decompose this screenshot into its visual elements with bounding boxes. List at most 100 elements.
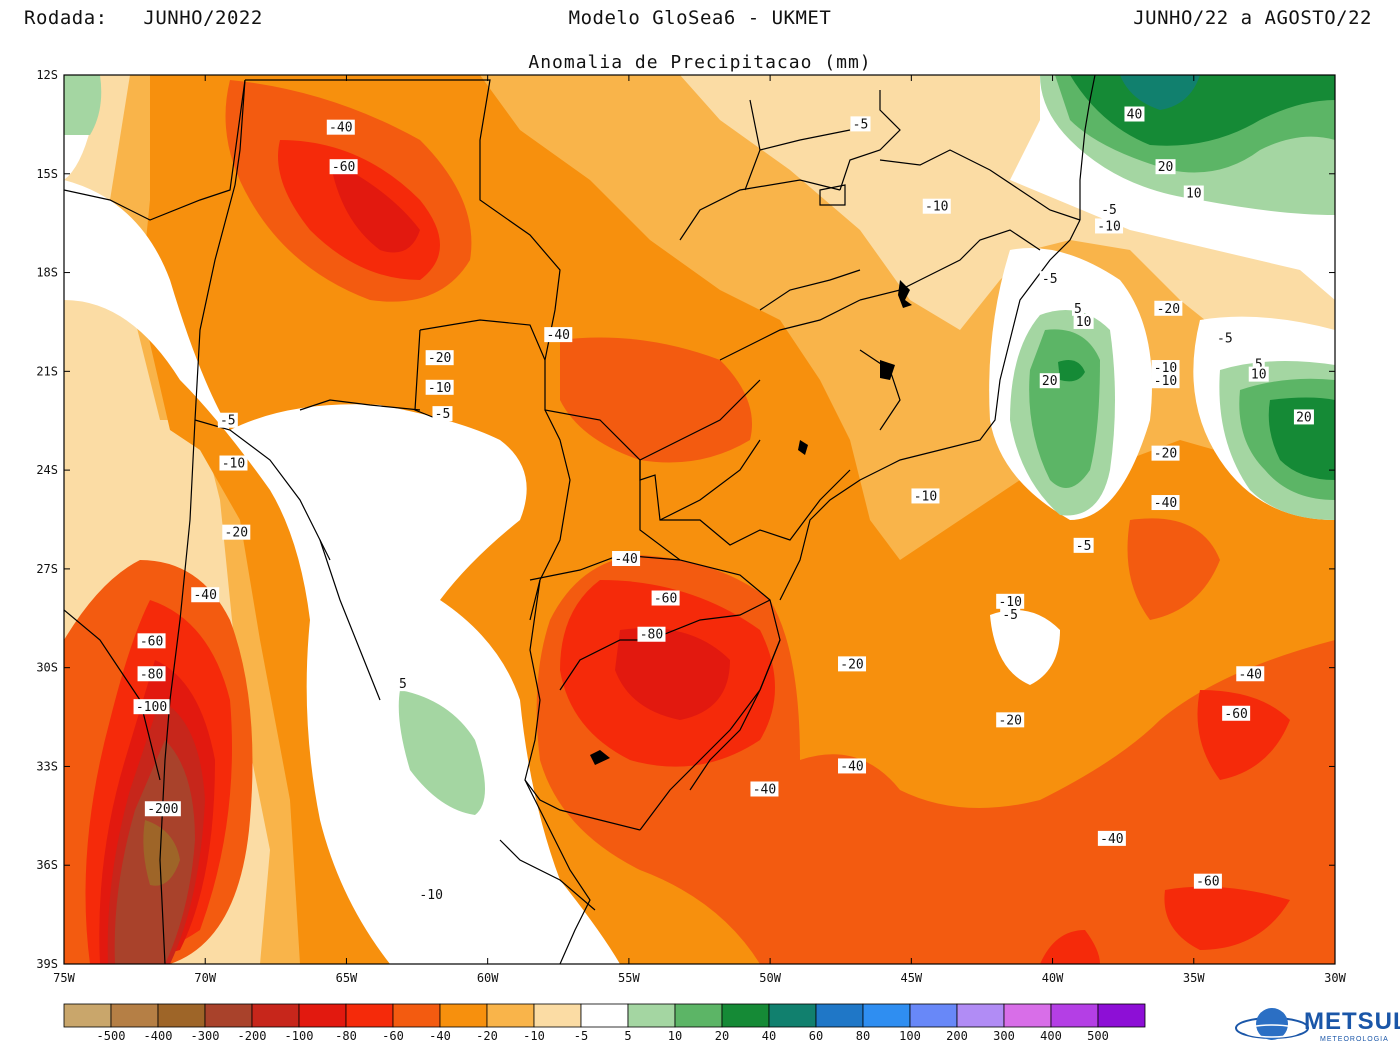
- contour-label: -10: [1095, 218, 1124, 234]
- contour-label: -60: [1193, 873, 1222, 890]
- contour-label: -40: [838, 758, 867, 774]
- colorbar-label: -10: [523, 1029, 545, 1043]
- svg-text:-60: -60: [332, 160, 355, 175]
- svg-text:-10: -10: [419, 888, 442, 903]
- svg-text:-40: -40: [547, 328, 570, 343]
- svg-text:-40: -40: [1100, 832, 1123, 847]
- svg-text:-5: -5: [1076, 539, 1092, 554]
- contour-label: 20: [1293, 409, 1314, 425]
- political-boundaries: [64, 75, 1096, 964]
- lake-features: [590, 280, 912, 765]
- lat-tick-label: 18S: [36, 266, 58, 280]
- contour-label: -60: [651, 590, 680, 607]
- contour-label: -20: [1151, 445, 1180, 462]
- svg-text:-40: -40: [193, 588, 216, 603]
- metsul-logo-text: METSUL: [1304, 1008, 1400, 1035]
- contour-label: 20: [1039, 373, 1060, 389]
- colorbar-label: -500: [97, 1029, 126, 1043]
- colorbar-swatch: [862, 1003, 911, 1028]
- colorbar-swatch: [110, 1003, 159, 1028]
- colorbar-label: 60: [809, 1029, 823, 1043]
- contour-label: -40: [544, 327, 573, 343]
- svg-text:-10: -10: [428, 381, 451, 396]
- lat-tick-label: 21S: [36, 364, 58, 378]
- contour-label: -80: [137, 666, 166, 682]
- contour-label: -10: [1151, 360, 1180, 376]
- svg-text:-20: -20: [1154, 447, 1177, 462]
- contour-label: -40: [750, 781, 779, 797]
- contour-label: -40: [191, 587, 220, 603]
- lon-tick-label: 60W: [477, 971, 499, 985]
- svg-text:-5: -5: [1101, 203, 1117, 218]
- lon-tick-label: 45W: [900, 971, 922, 985]
- colorbar-label: 100: [899, 1029, 921, 1043]
- svg-text:-200: -200: [147, 802, 178, 817]
- contour-label: -40: [612, 551, 641, 567]
- contour-label: -10: [922, 198, 951, 215]
- colorbar-swatch: [1097, 1003, 1146, 1028]
- lat-tick-label: 30S: [36, 661, 58, 675]
- contour-label: -40: [1236, 666, 1265, 682]
- svg-text:-80: -80: [140, 667, 163, 682]
- colorbar-label: 400: [1040, 1029, 1062, 1043]
- anomaly-band-minus80: [330, 160, 420, 253]
- svg-text:-5: -5: [1217, 331, 1233, 346]
- contour-label: -20: [1154, 300, 1183, 317]
- svg-text:20: 20: [1158, 160, 1174, 175]
- colorbar-label: 10: [668, 1029, 682, 1043]
- contour-label: 10: [1073, 313, 1094, 330]
- contour-label: 40: [1124, 106, 1145, 123]
- contour-label: 20: [1155, 159, 1176, 175]
- svg-text:-10: -10: [998, 595, 1021, 610]
- period-label: JUNHO/22 a AGOSTO/22: [1133, 7, 1372, 29]
- lat-tick-label: 24S: [36, 463, 58, 477]
- anomaly-band-plus5: [64, 75, 102, 135]
- contour-label: 10: [1183, 185, 1204, 202]
- contour-label: -20: [838, 656, 867, 672]
- contour-label: -10: [219, 455, 248, 472]
- map-subtitle: Anomalia de Precipitacao (mm): [528, 52, 872, 73]
- colorbar-label: 5: [624, 1029, 631, 1043]
- contour-label: -5: [432, 406, 453, 422]
- colorbar-swatch: [298, 1003, 347, 1028]
- svg-text:-10: -10: [925, 200, 948, 215]
- colorbar-label: -5: [574, 1029, 588, 1043]
- contour-label: -60: [1222, 705, 1251, 722]
- colorbar-label: 20: [715, 1029, 729, 1043]
- contour-label: -20: [222, 524, 251, 541]
- colorbar-swatch: [815, 1003, 864, 1028]
- colorbar-swatch: [580, 1003, 629, 1028]
- colorbar-swatch: [1050, 1003, 1099, 1028]
- svg-text:-40: -40: [753, 782, 776, 797]
- contour-label: -10: [911, 488, 940, 504]
- svg-text:-10: -10: [914, 489, 937, 504]
- contour-label: -10: [417, 886, 446, 903]
- lat-tick-label: 15S: [36, 167, 58, 181]
- colorbar-swatch: [956, 1003, 1005, 1028]
- svg-text:-100: -100: [136, 700, 167, 715]
- anomaly-band-plus40: [1120, 75, 1200, 110]
- svg-text:5: 5: [1255, 358, 1263, 373]
- svg-text:40: 40: [1127, 108, 1143, 123]
- run-label: Rodada: JUNHO/2022: [24, 7, 263, 29]
- contour-label: -40: [326, 119, 355, 136]
- contour-label: -20: [996, 712, 1025, 728]
- svg-text:-60: -60: [654, 592, 677, 607]
- lat-tick-label: 12S: [36, 68, 58, 82]
- colorbar-swatch: [157, 1003, 206, 1028]
- lat-tick-label: 36S: [36, 858, 58, 872]
- svg-text:-40: -40: [614, 552, 637, 567]
- svg-text:-80: -80: [640, 628, 663, 643]
- contour-label: -10: [996, 593, 1025, 610]
- contour-label: 5: [1071, 300, 1084, 317]
- colorbar-swatch: [63, 1003, 112, 1028]
- colorbar-label: -60: [382, 1029, 404, 1043]
- colorbar-swatch: [251, 1003, 300, 1028]
- plot-frame: [63, 74, 1336, 965]
- contour-label: -5: [217, 412, 238, 429]
- colorbar-swatch: [721, 1003, 770, 1028]
- svg-text:-20: -20: [1157, 302, 1180, 317]
- svg-text:20: 20: [1042, 374, 1058, 389]
